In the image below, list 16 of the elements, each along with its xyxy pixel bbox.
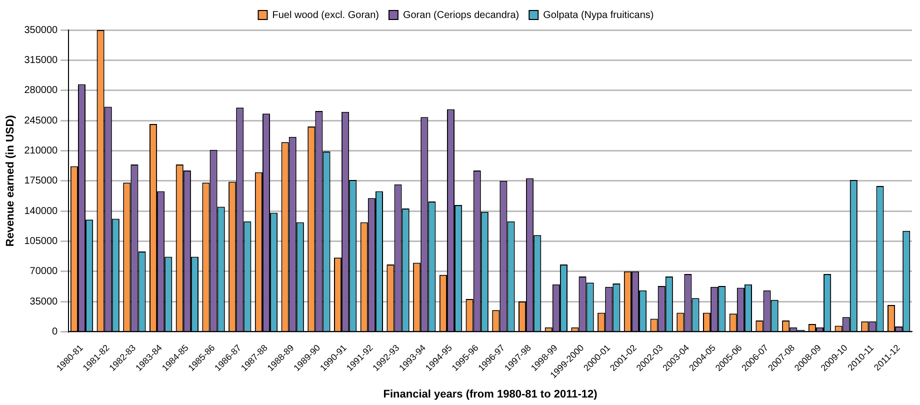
y-tick-label: 175000 — [24, 176, 58, 187]
y-axis-title: Revenue earned (in USD) — [4, 114, 17, 247]
y-tick-label: 350000 — [24, 24, 58, 36]
y-tick-label: 140000 — [24, 206, 58, 217]
y-tick-label: 210000 — [24, 145, 58, 156]
x-axis-title: Financial years (from 1980-81 to 2011-12) — [383, 388, 598, 400]
y-tick-label: 70000 — [30, 266, 58, 278]
y-tick-label: 105000 — [24, 236, 58, 247]
y-tick-label: 280000 — [24, 85, 58, 96]
y-tick-label: 0 — [52, 326, 58, 338]
y-tick-label: 35000 — [30, 296, 58, 308]
y-tick-label: 245000 — [24, 115, 58, 126]
legend-label: Golpata (Nypa fruiticans) — [543, 10, 654, 21]
legend-label: Fuel wood (excl. Goran) — [272, 10, 379, 21]
y-tick-label: 315000 — [24, 54, 58, 66]
legend-label: Goran (Ceriops decandra) — [402, 10, 520, 21]
